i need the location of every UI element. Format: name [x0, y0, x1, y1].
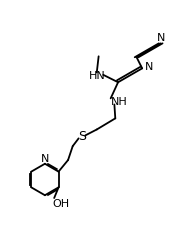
Text: OH: OH — [52, 199, 69, 209]
Text: N: N — [145, 62, 153, 72]
Text: HN: HN — [89, 71, 106, 81]
Text: N: N — [156, 33, 165, 43]
Text: NH: NH — [111, 97, 127, 107]
Text: N: N — [41, 154, 49, 164]
Text: S: S — [78, 130, 86, 143]
